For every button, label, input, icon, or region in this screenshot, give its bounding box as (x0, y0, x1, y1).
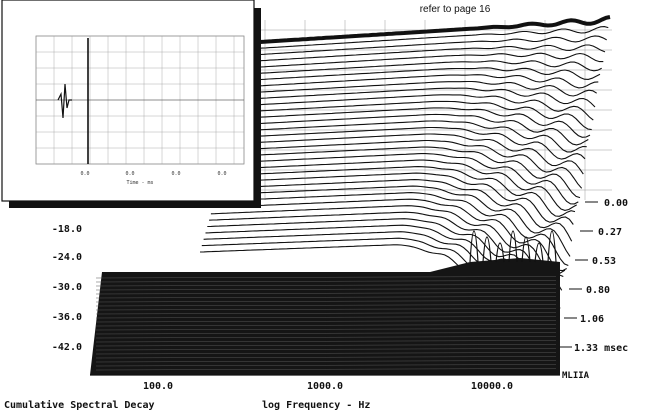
x-tick-label: 1000.0 (307, 381, 343, 392)
decay-ripple (469, 230, 479, 263)
floor-line (95, 308, 557, 311)
floor-line (95, 352, 557, 355)
impulse-spike (57, 83, 72, 119)
inset-x-tick: 0.0 (171, 171, 180, 177)
floor-line (95, 328, 557, 331)
z-tick-label: 1.33 msec (574, 343, 628, 354)
decay-slice (234, 120, 587, 153)
z-axis (559, 201, 598, 348)
decay-slice (254, 44, 606, 62)
floor-line (95, 316, 557, 319)
floor-line (95, 344, 557, 347)
floor-line (95, 356, 557, 359)
decay-slice (207, 218, 563, 291)
impulse-trace (36, 38, 244, 164)
floor-line (95, 312, 557, 315)
decay-ripple (495, 242, 505, 263)
inset-x-tick: 0.0 (80, 171, 89, 177)
x-tick-label: 100.0 (143, 381, 173, 392)
decay-slice (212, 198, 567, 272)
brand-label: MLIIA (562, 371, 590, 381)
decay-slice (241, 94, 594, 121)
decay-ripple (521, 236, 531, 263)
floor-line (95, 348, 557, 351)
decay-slice (245, 80, 597, 97)
y-tick-label: -42.0 (52, 342, 82, 353)
z-tick-label: 1.06 (580, 314, 604, 325)
decay-slice (250, 60, 602, 75)
x-axis-label: log Frequency - Hz (262, 400, 370, 411)
floor-line (95, 336, 557, 339)
decay-slice (252, 52, 604, 69)
floor-line (95, 284, 557, 287)
decay-slice (258, 26, 609, 49)
floor-line (95, 332, 557, 335)
decay-slice (214, 192, 569, 267)
floor-line (95, 368, 557, 371)
decay-slice (243, 87, 596, 108)
decay-ripple (534, 242, 544, 263)
y-tick-label: -24.0 (52, 252, 82, 263)
decay-slice (249, 67, 601, 81)
back-grid (260, 20, 612, 200)
decay-slice (210, 205, 566, 277)
decay-slice (230, 133, 584, 175)
decay-slice (225, 153, 579, 205)
decay-slice (236, 113, 589, 146)
z-tick-label: 0.27 (598, 227, 622, 238)
floor-line (95, 324, 557, 327)
decay-slice (209, 211, 564, 282)
z-tick-label: 0.00 (604, 198, 628, 209)
decay-ripple (508, 230, 518, 263)
decay-slice (219, 172, 574, 225)
floor-line (95, 288, 557, 291)
decay-slice (221, 166, 576, 217)
decay-slice (259, 15, 611, 44)
floor-line (95, 300, 557, 303)
floor-line (95, 360, 557, 363)
floor-line (95, 296, 557, 299)
x-tick-label: 10000.0 (471, 381, 513, 392)
z-tick-label: 0.53 (592, 256, 616, 267)
floor-line (95, 276, 557, 279)
decay-floor (90, 230, 560, 375)
floor-line (95, 304, 557, 307)
decay-slice (256, 35, 607, 56)
decay-slice (227, 146, 581, 199)
header-note: refer to page 16 (420, 4, 491, 15)
floor-line (95, 280, 557, 283)
decay-slice (216, 185, 571, 257)
inset-panel (1, 0, 255, 202)
floor-line (95, 320, 557, 323)
floor-line (95, 292, 557, 295)
inset-x-tick: 0.0 (125, 171, 134, 177)
chart-title: Cumulative Spectral Decay (4, 399, 155, 411)
decay-slice (247, 74, 599, 89)
decay-slice (232, 126, 586, 160)
decay-slice (239, 100, 592, 131)
decay-slice (229, 139, 583, 189)
impulse-inset: 0.0 0.0 0.0 0.0 Time - ms (1, 0, 261, 208)
decay-slice (218, 179, 573, 242)
decay-slice (223, 159, 577, 211)
decay-slices (199, 15, 611, 338)
y-tick-label: -18.0 (52, 224, 82, 235)
inset-x-tick: 0.0 (217, 171, 226, 177)
decay-slice (205, 224, 561, 309)
decay-ripple (547, 230, 557, 263)
decay-ripple (482, 236, 492, 263)
floor-line (95, 340, 557, 343)
y-tick-label: -36.0 (52, 312, 82, 323)
floor-line (95, 364, 557, 367)
inset-x-label: Time - ms (126, 180, 153, 186)
z-tick-label: 0.80 (586, 285, 610, 296)
y-tick-label: -30.0 (52, 282, 82, 293)
decay-slice (238, 107, 591, 138)
